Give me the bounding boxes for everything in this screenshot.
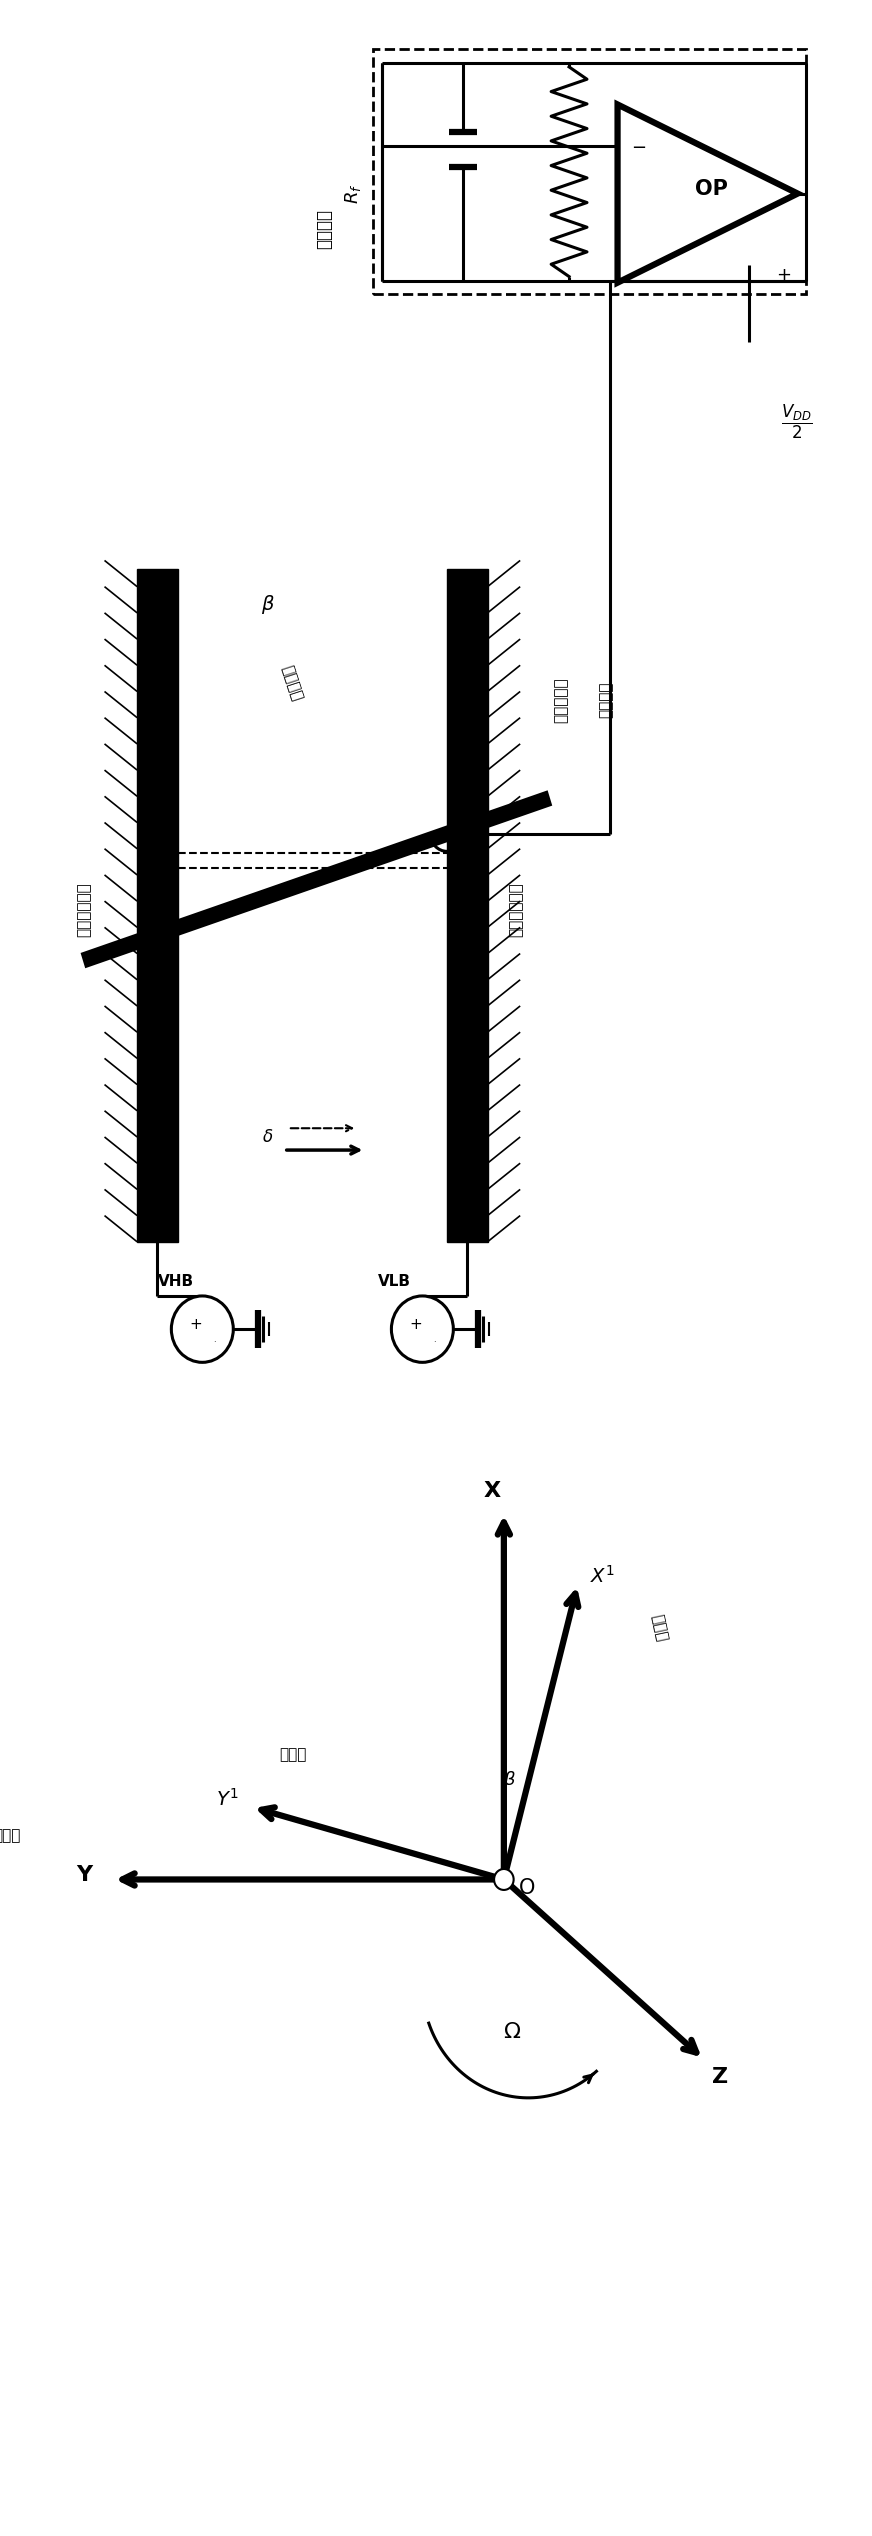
Text: $\Omega$: $\Omega$ [503, 2021, 521, 2041]
Text: .: . [433, 1334, 436, 1344]
Text: Z: Z [712, 2067, 728, 2087]
Text: $-$: $-$ [630, 137, 646, 155]
Text: 等效阻抗: 等效阻抗 [316, 208, 334, 249]
Text: $\beta$: $\beta$ [261, 593, 275, 616]
Text: 检测固定极板: 检测固定极板 [508, 883, 523, 938]
Text: 驱动轴: 驱动轴 [649, 1613, 670, 1643]
Bar [137, 568, 178, 1243]
Text: +: + [189, 1316, 202, 1331]
Text: $Y^1$: $Y^1$ [216, 1788, 239, 1808]
Text: $X^1$: $X^1$ [589, 1565, 615, 1588]
Text: 检测轴: 检测轴 [0, 1828, 20, 1844]
Circle shape [494, 1869, 514, 1889]
Text: 科氏力: 科氏力 [279, 1747, 306, 1763]
Text: 输出位移: 输出位移 [598, 682, 613, 718]
Text: +: + [410, 1316, 422, 1331]
Text: 陀螺检测轴: 陀螺检测轴 [554, 677, 569, 723]
Text: O: O [519, 1879, 535, 1899]
Circle shape [392, 1296, 453, 1362]
Text: $\beta$: $\beta$ [503, 1770, 516, 1790]
Text: $R_f$: $R_f$ [343, 183, 363, 203]
Text: 活动极板: 活动极板 [279, 662, 304, 702]
Bar [446, 568, 487, 1243]
Bar [373, 48, 806, 294]
Text: 检测固定极板: 检测固定极板 [77, 883, 92, 938]
Polygon shape [82, 791, 551, 966]
Polygon shape [617, 104, 798, 281]
Text: $\delta$: $\delta$ [262, 1129, 273, 1146]
Circle shape [172, 1296, 234, 1362]
Text: .: . [214, 1334, 216, 1344]
Text: Y: Y [76, 1864, 92, 1884]
Text: OP: OP [695, 180, 728, 200]
Text: X: X [483, 1481, 501, 1501]
Text: $+$: $+$ [776, 266, 792, 284]
Text: $\dfrac{V_{DD}}{2}$: $\dfrac{V_{DD}}{2}$ [781, 403, 814, 441]
Text: VLB: VLB [378, 1273, 411, 1288]
Text: VHB: VHB [158, 1273, 194, 1288]
